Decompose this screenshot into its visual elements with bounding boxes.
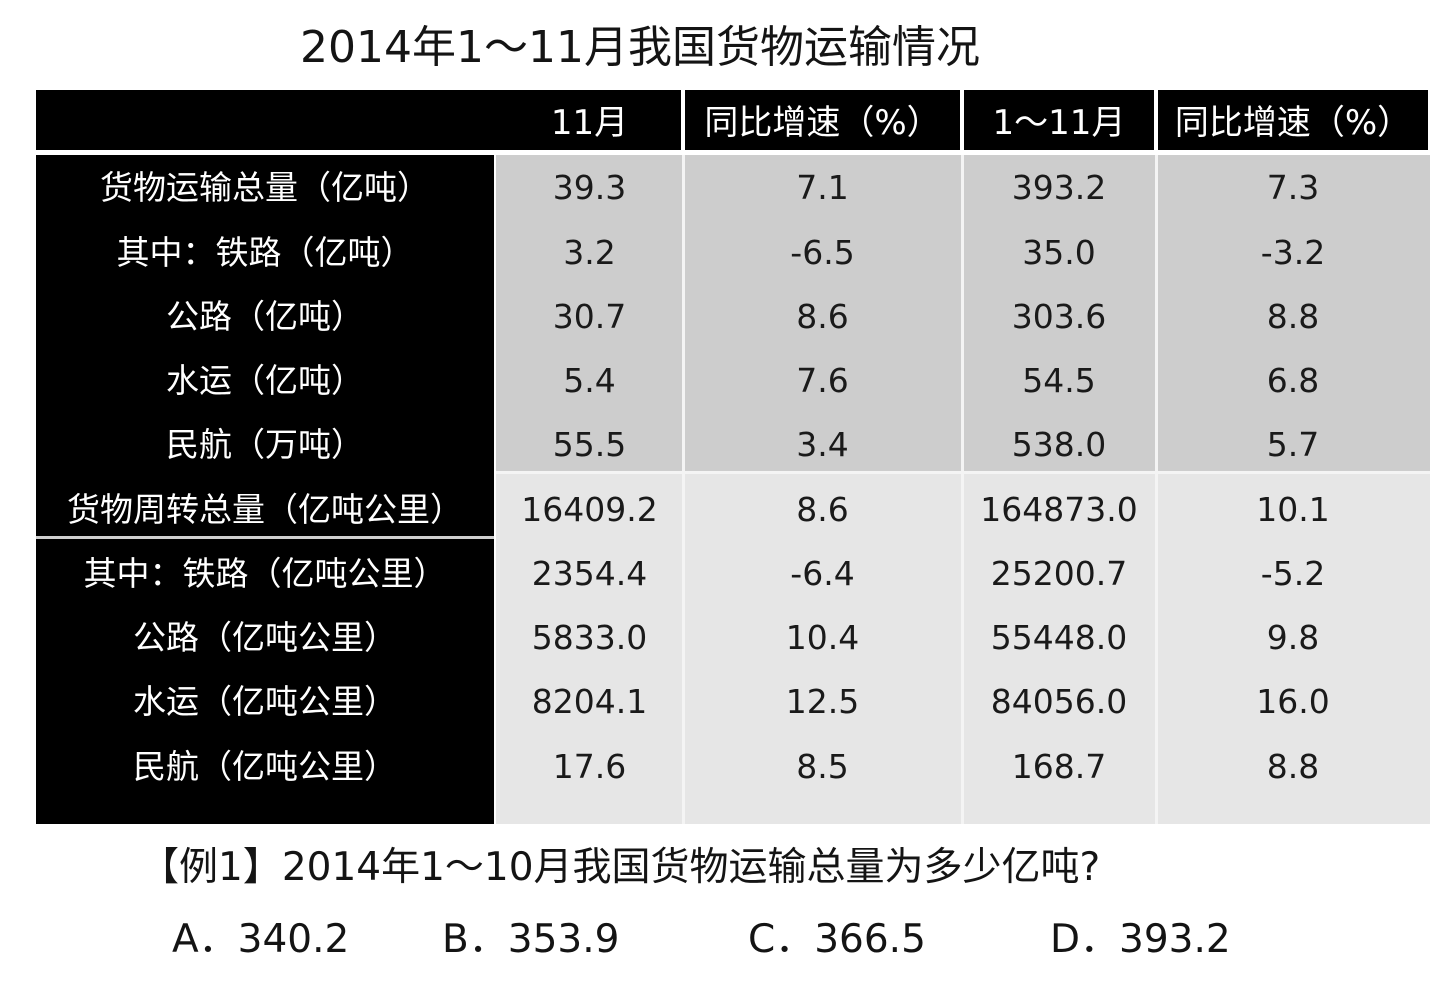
table-cell: 10.4 <box>785 618 860 657</box>
table-cell: 30.7 <box>552 297 627 336</box>
row-label: 民航（亿吨公里） <box>133 747 397 786</box>
row-label: 民航（万吨） <box>166 425 364 464</box>
answer-option-a[interactable]: A．340.2 <box>172 917 350 962</box>
column-divider <box>682 155 685 824</box>
row-label: 货物周转总量（亿吨公里） <box>67 490 463 529</box>
table-cell: 3.4 <box>796 425 849 464</box>
question-text: 【例1】2014年1～10月我国货物运输总量为多少亿吨? <box>140 845 1101 890</box>
table-cell: 7.1 <box>796 168 849 207</box>
table-cell: -6.4 <box>790 554 855 593</box>
table-cell: 8.8 <box>1266 747 1320 786</box>
row-label: 其中：铁路（亿吨公里） <box>83 554 447 593</box>
table-cell: 5.7 <box>1266 425 1320 464</box>
header-divider <box>1154 90 1158 150</box>
column-divider <box>961 155 964 824</box>
row-label-column <box>36 155 494 824</box>
table-cell: 10.1 <box>1256 490 1330 529</box>
column-divider <box>1155 155 1158 824</box>
table-cell: 8204.1 <box>531 682 648 721</box>
table-cell: 8.8 <box>1266 297 1320 336</box>
table-cell: -5.2 <box>1260 554 1326 593</box>
row-label: 其中：铁路（亿吨） <box>116 233 414 272</box>
table-cell: 35.0 <box>1022 233 1096 272</box>
table-cell: 8.6 <box>796 297 849 336</box>
table-header-row: 11月 同比增速（%） 1～11月 同比增速（%） <box>36 90 1428 150</box>
section-divider <box>36 536 494 539</box>
table-cell: 54.5 <box>1022 361 1096 400</box>
row-label: 水运（亿吨公里） <box>133 682 397 721</box>
table-cell: 16409.2 <box>521 490 658 529</box>
table-cell: 55.5 <box>552 425 627 464</box>
table-cell: 25200.7 <box>990 554 1128 593</box>
answer-option-c[interactable]: C．366.5 <box>748 917 926 962</box>
table-cell: 164873.0 <box>980 490 1138 529</box>
table-cell: 168.7 <box>1011 747 1107 786</box>
table-cell: 12.5 <box>785 682 860 721</box>
freight-table: 11月 同比增速（%） 1～11月 同比增速（%） 货物运输总量（亿吨） 其中：… <box>36 90 1430 824</box>
row-label: 公路（亿吨公里） <box>133 618 397 657</box>
table-cell: 84056.0 <box>990 682 1128 721</box>
table-cell: 39.3 <box>552 168 627 207</box>
header-divider <box>681 90 685 150</box>
table-cell: 538.0 <box>1011 425 1107 464</box>
table-cell: 303.6 <box>1011 297 1107 336</box>
table-cell: 9.8 <box>1266 618 1320 657</box>
table-cell: 17.6 <box>552 747 627 786</box>
table-title: 2014年1～11月我国货物运输情况 <box>300 22 980 73</box>
table-cell: 3.2 <box>563 233 616 272</box>
table-cell: 8.5 <box>796 747 849 786</box>
column-header-yoy-jan-nov: 同比增速（%） <box>1174 103 1412 143</box>
table-cell: 5.4 <box>563 361 616 400</box>
table-cell: 6.8 <box>1266 361 1320 400</box>
row-label: 公路（亿吨） <box>166 297 364 336</box>
table-cell: 55448.0 <box>990 618 1128 657</box>
row-label: 水运（亿吨） <box>166 361 364 400</box>
column-header-nov: 11月 <box>550 103 629 143</box>
column-header-yoy-nov: 同比增速（%） <box>704 103 941 143</box>
row-label: 货物运输总量（亿吨） <box>100 168 430 207</box>
header-divider <box>960 90 964 150</box>
table-cell: 393.2 <box>1011 168 1107 207</box>
table-cell: 7.6 <box>796 361 849 400</box>
table-cell: -3.2 <box>1260 233 1326 272</box>
table-cell: 8.6 <box>796 490 849 529</box>
table-cell: 2354.4 <box>531 554 648 593</box>
section-divider <box>496 471 1430 474</box>
table-cell: 16.0 <box>1256 682 1330 721</box>
column-header-jan-nov: 1～11月 <box>992 103 1126 143</box>
table-cell: -6.5 <box>790 233 855 272</box>
table-cell: 5833.0 <box>531 618 648 657</box>
table-cell: 7.3 <box>1266 168 1320 207</box>
answer-option-b[interactable]: B．353.9 <box>442 917 620 962</box>
answer-option-d[interactable]: D．393.2 <box>1050 917 1231 962</box>
